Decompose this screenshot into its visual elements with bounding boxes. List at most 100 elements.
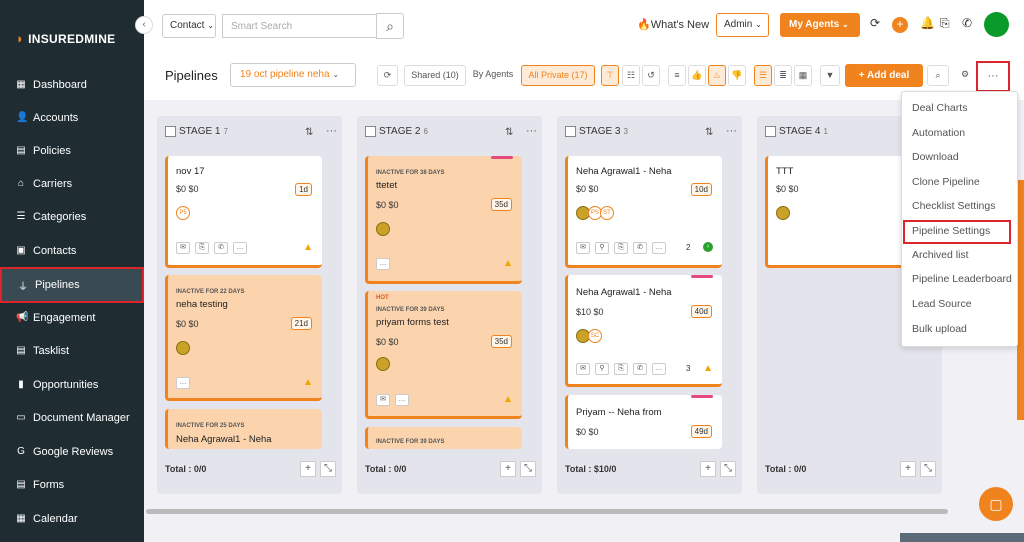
smart-search-input[interactable]: Smart Search [222, 14, 376, 38]
avatar[interactable] [176, 341, 190, 355]
filter-button[interactable]: ▼ [820, 65, 840, 86]
location-icon[interactable]: ⚲ [595, 242, 609, 254]
phone-icon[interactable]: ✆ [962, 16, 973, 30]
stage-more-icon[interactable]: ··· [726, 125, 737, 137]
user-avatar[interactable] [984, 12, 1009, 37]
avatar[interactable] [376, 222, 390, 236]
stage-checkbox[interactable] [565, 126, 576, 137]
avatar[interactable]: SC [588, 329, 602, 343]
more-icon[interactable]: … [176, 377, 190, 389]
menu-item-pipeline-leaderboard[interactable]: Pipeline Leaderboard [912, 273, 1012, 285]
sidebar-item-policies[interactable]: ▤ Policies [16, 144, 71, 157]
sidebar-item-categories[interactable]: ☰ Categories [16, 210, 87, 223]
deal-card[interactable]: INACTIVE FOR 39 DAYS [365, 427, 522, 449]
add-deal-stage-button[interactable]: + [500, 461, 516, 477]
pipeline-select[interactable]: 19 oct pipeline neha ⌄ [230, 63, 356, 87]
hot-filter-button[interactable]: ♨ [708, 65, 726, 86]
stack-view-button[interactable]: ≡ [668, 65, 686, 86]
phone-icon[interactable]: ✆ [633, 363, 647, 375]
phone-icon[interactable]: ✆ [633, 242, 647, 254]
location-icon[interactable]: ⚲ [595, 363, 609, 375]
next-stage-icon[interactable]: › [703, 242, 713, 252]
sidebar-item-google-reviews[interactable]: G Google Reviews [17, 445, 114, 458]
sidebar-item-engagement[interactable]: 📢 Engagement [16, 311, 96, 324]
settings-button[interactable]: ⚙ [955, 65, 975, 86]
stage-checkbox[interactable] [365, 126, 376, 137]
menu-item-pipeline-settings[interactable]: Pipeline Settings [912, 225, 991, 237]
add-deal-stage-button[interactable]: + [700, 461, 716, 477]
sidebar-item-calendar[interactable]: ▦ Calendar [16, 512, 78, 525]
compact-view-button[interactable]: ≣ [774, 65, 792, 86]
deal-card[interactable]: INACTIVE FOR 25 DAYS Neha Agrawal1 - Neh… [165, 409, 322, 449]
stage-checkbox[interactable] [765, 126, 776, 137]
menu-item-checklist-settings[interactable]: Checklist Settings [912, 200, 996, 212]
deal-card[interactable]: Neha Agrawal1 - Neha $10 $0 40d SC ✉ ⚲ ⎘… [565, 275, 722, 387]
more-icon[interactable]: … [652, 363, 666, 375]
bell-icon[interactable]: 🔔 [920, 16, 935, 30]
table-view-button[interactable]: ▦ [794, 65, 812, 86]
chat-button[interactable]: ▢ [979, 487, 1013, 521]
pin-view-button[interactable]: ⊤ [601, 65, 619, 86]
sidebar-collapse-button[interactable]: ‹ [135, 16, 153, 34]
sort-icon[interactable]: ⇅ [705, 127, 714, 138]
deal-card[interactable]: Neha Agrawal1 - Neha $0 $0 10d PS ST ✉ ⚲… [565, 156, 722, 268]
menu-item-archived-list[interactable]: Archived list [912, 249, 969, 261]
menu-item-download[interactable]: Download [912, 151, 959, 163]
collapse-stage-button[interactable]: ⤡ [320, 461, 336, 477]
sidebar-item-document-manager[interactable]: ▭ Document Manager [16, 411, 130, 424]
phone-icon[interactable]: ✆ [214, 242, 228, 254]
deal-card[interactable]: Priyam -- Neha from $0 $0 49d [565, 395, 722, 449]
refresh-pipeline-button[interactable]: ⟳ [377, 65, 398, 86]
add-deal-button[interactable]: + Add deal [845, 64, 923, 87]
message-icon[interactable]: ✉ [576, 242, 590, 254]
deal-card[interactable]: nov 17 $0 $0 1d P5 ✉ ⎘ ✆ … ▲ [165, 156, 322, 268]
kanban-view-button[interactable]: ☰ [754, 65, 772, 86]
avatar[interactable]: ST [600, 206, 614, 220]
sidebar-item-accounts[interactable]: 👤 Accounts [16, 111, 79, 124]
menu-item-bulk-upload[interactable]: Bulk upload [912, 323, 967, 335]
sidebar-item-carriers[interactable]: ⌂ Carriers [17, 177, 73, 190]
all-private-filter-button[interactable]: All Private (17) [521, 65, 595, 86]
deal-card[interactable]: HOT INACTIVE FOR 39 DAYS priyam forms te… [365, 291, 522, 419]
sidebar-item-opportunities[interactable]: ▮ Opportunities [0, 368, 144, 401]
message-icon[interactable]: ✉ [376, 394, 390, 406]
avatar[interactable] [776, 206, 790, 220]
search-type-select[interactable]: Contact ⌄ [162, 14, 216, 38]
history-button[interactable]: ↺ [642, 65, 660, 86]
deal-card[interactable]: INACTIVE FOR 22 DAYS neha testing $0 $0 … [165, 275, 322, 401]
menu-item-deal-charts[interactable]: Deal Charts [912, 102, 968, 114]
thumbs-up-filter-button[interactable]: 👍 [688, 65, 706, 86]
stage-checkbox[interactable] [165, 126, 176, 137]
refresh-icon[interactable]: ⟳ [870, 16, 881, 30]
deal-card[interactable]: TTT $0 $0 [765, 156, 922, 268]
by-agents-filter-button[interactable]: By Agents [468, 65, 518, 86]
whats-new-link[interactable]: 🔥What's New [637, 19, 710, 31]
avatar[interactable]: P5 [176, 206, 190, 220]
deal-card[interactable]: INACTIVE FOR 38 DAYS ttetet $0 $0 35d … … [365, 156, 522, 284]
stage-more-icon[interactable]: ··· [326, 125, 337, 137]
dialer-icon[interactable]: ⎘ [940, 16, 950, 30]
collapse-stage-button[interactable]: ⤡ [720, 461, 736, 477]
collapse-stage-button[interactable]: ⤡ [520, 461, 536, 477]
my-agents-button[interactable]: My Agents ⌄ [780, 13, 860, 37]
stage-more-icon[interactable]: ··· [526, 125, 537, 137]
add-deal-stage-button[interactable]: + [900, 461, 916, 477]
more-icon[interactable]: … [376, 258, 390, 270]
list-view-button[interactable]: ☷ [622, 65, 640, 86]
sidebar-item-contacts[interactable]: ▣ Contacts [16, 244, 77, 257]
sidebar-item-tasklist[interactable]: ▤ Tasklist [16, 344, 70, 357]
add-deal-stage-button[interactable]: + [300, 461, 316, 477]
sort-icon[interactable]: ⇅ [505, 127, 514, 138]
brand-logo[interactable]: ◗ INSUREDMINE [16, 31, 115, 46]
more-options-button[interactable]: ··· [976, 61, 1010, 92]
log-icon[interactable]: ⎘ [195, 242, 209, 254]
sidebar-item-pipelines[interactable]: ⏚ Pipelines [0, 267, 144, 303]
thumbs-down-filter-button[interactable]: 👎 [728, 65, 746, 86]
horizontal-scrollbar[interactable] [146, 509, 948, 514]
message-icon[interactable]: ✉ [176, 242, 190, 254]
role-select[interactable]: Admin ⌄ [716, 13, 769, 37]
quick-add-button[interactable]: + [892, 17, 908, 33]
log-icon[interactable]: ⎘ [614, 363, 628, 375]
more-icon[interactable]: … [652, 242, 666, 254]
sort-icon[interactable]: ⇅ [305, 127, 314, 138]
